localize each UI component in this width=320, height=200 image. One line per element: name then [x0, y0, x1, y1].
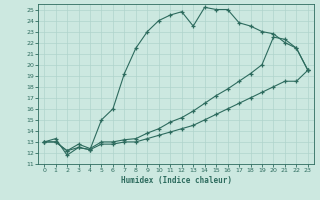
X-axis label: Humidex (Indice chaleur): Humidex (Indice chaleur): [121, 176, 231, 185]
